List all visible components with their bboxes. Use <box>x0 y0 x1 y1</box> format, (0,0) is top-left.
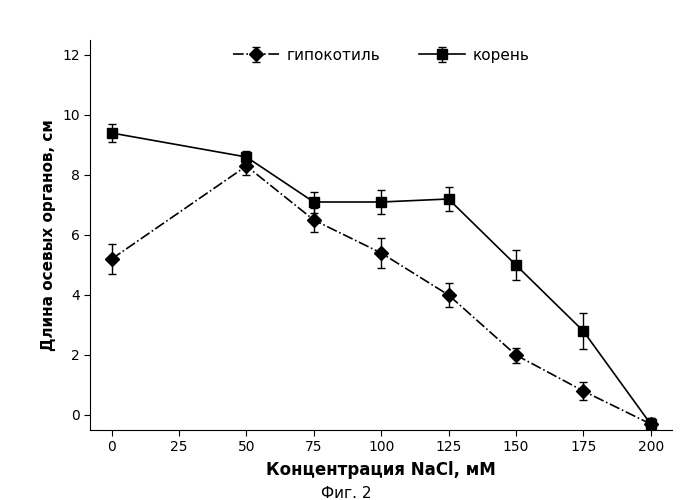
Text: Фиг. 2: Фиг. 2 <box>322 486 371 500</box>
Y-axis label: Длина осевых органов, см: Длина осевых органов, см <box>42 119 57 351</box>
X-axis label: Концентрация NaCl, мМ: Концентрация NaCl, мМ <box>266 462 496 479</box>
Legend: гипокотиль, корень: гипокотиль, корень <box>234 48 529 62</box>
